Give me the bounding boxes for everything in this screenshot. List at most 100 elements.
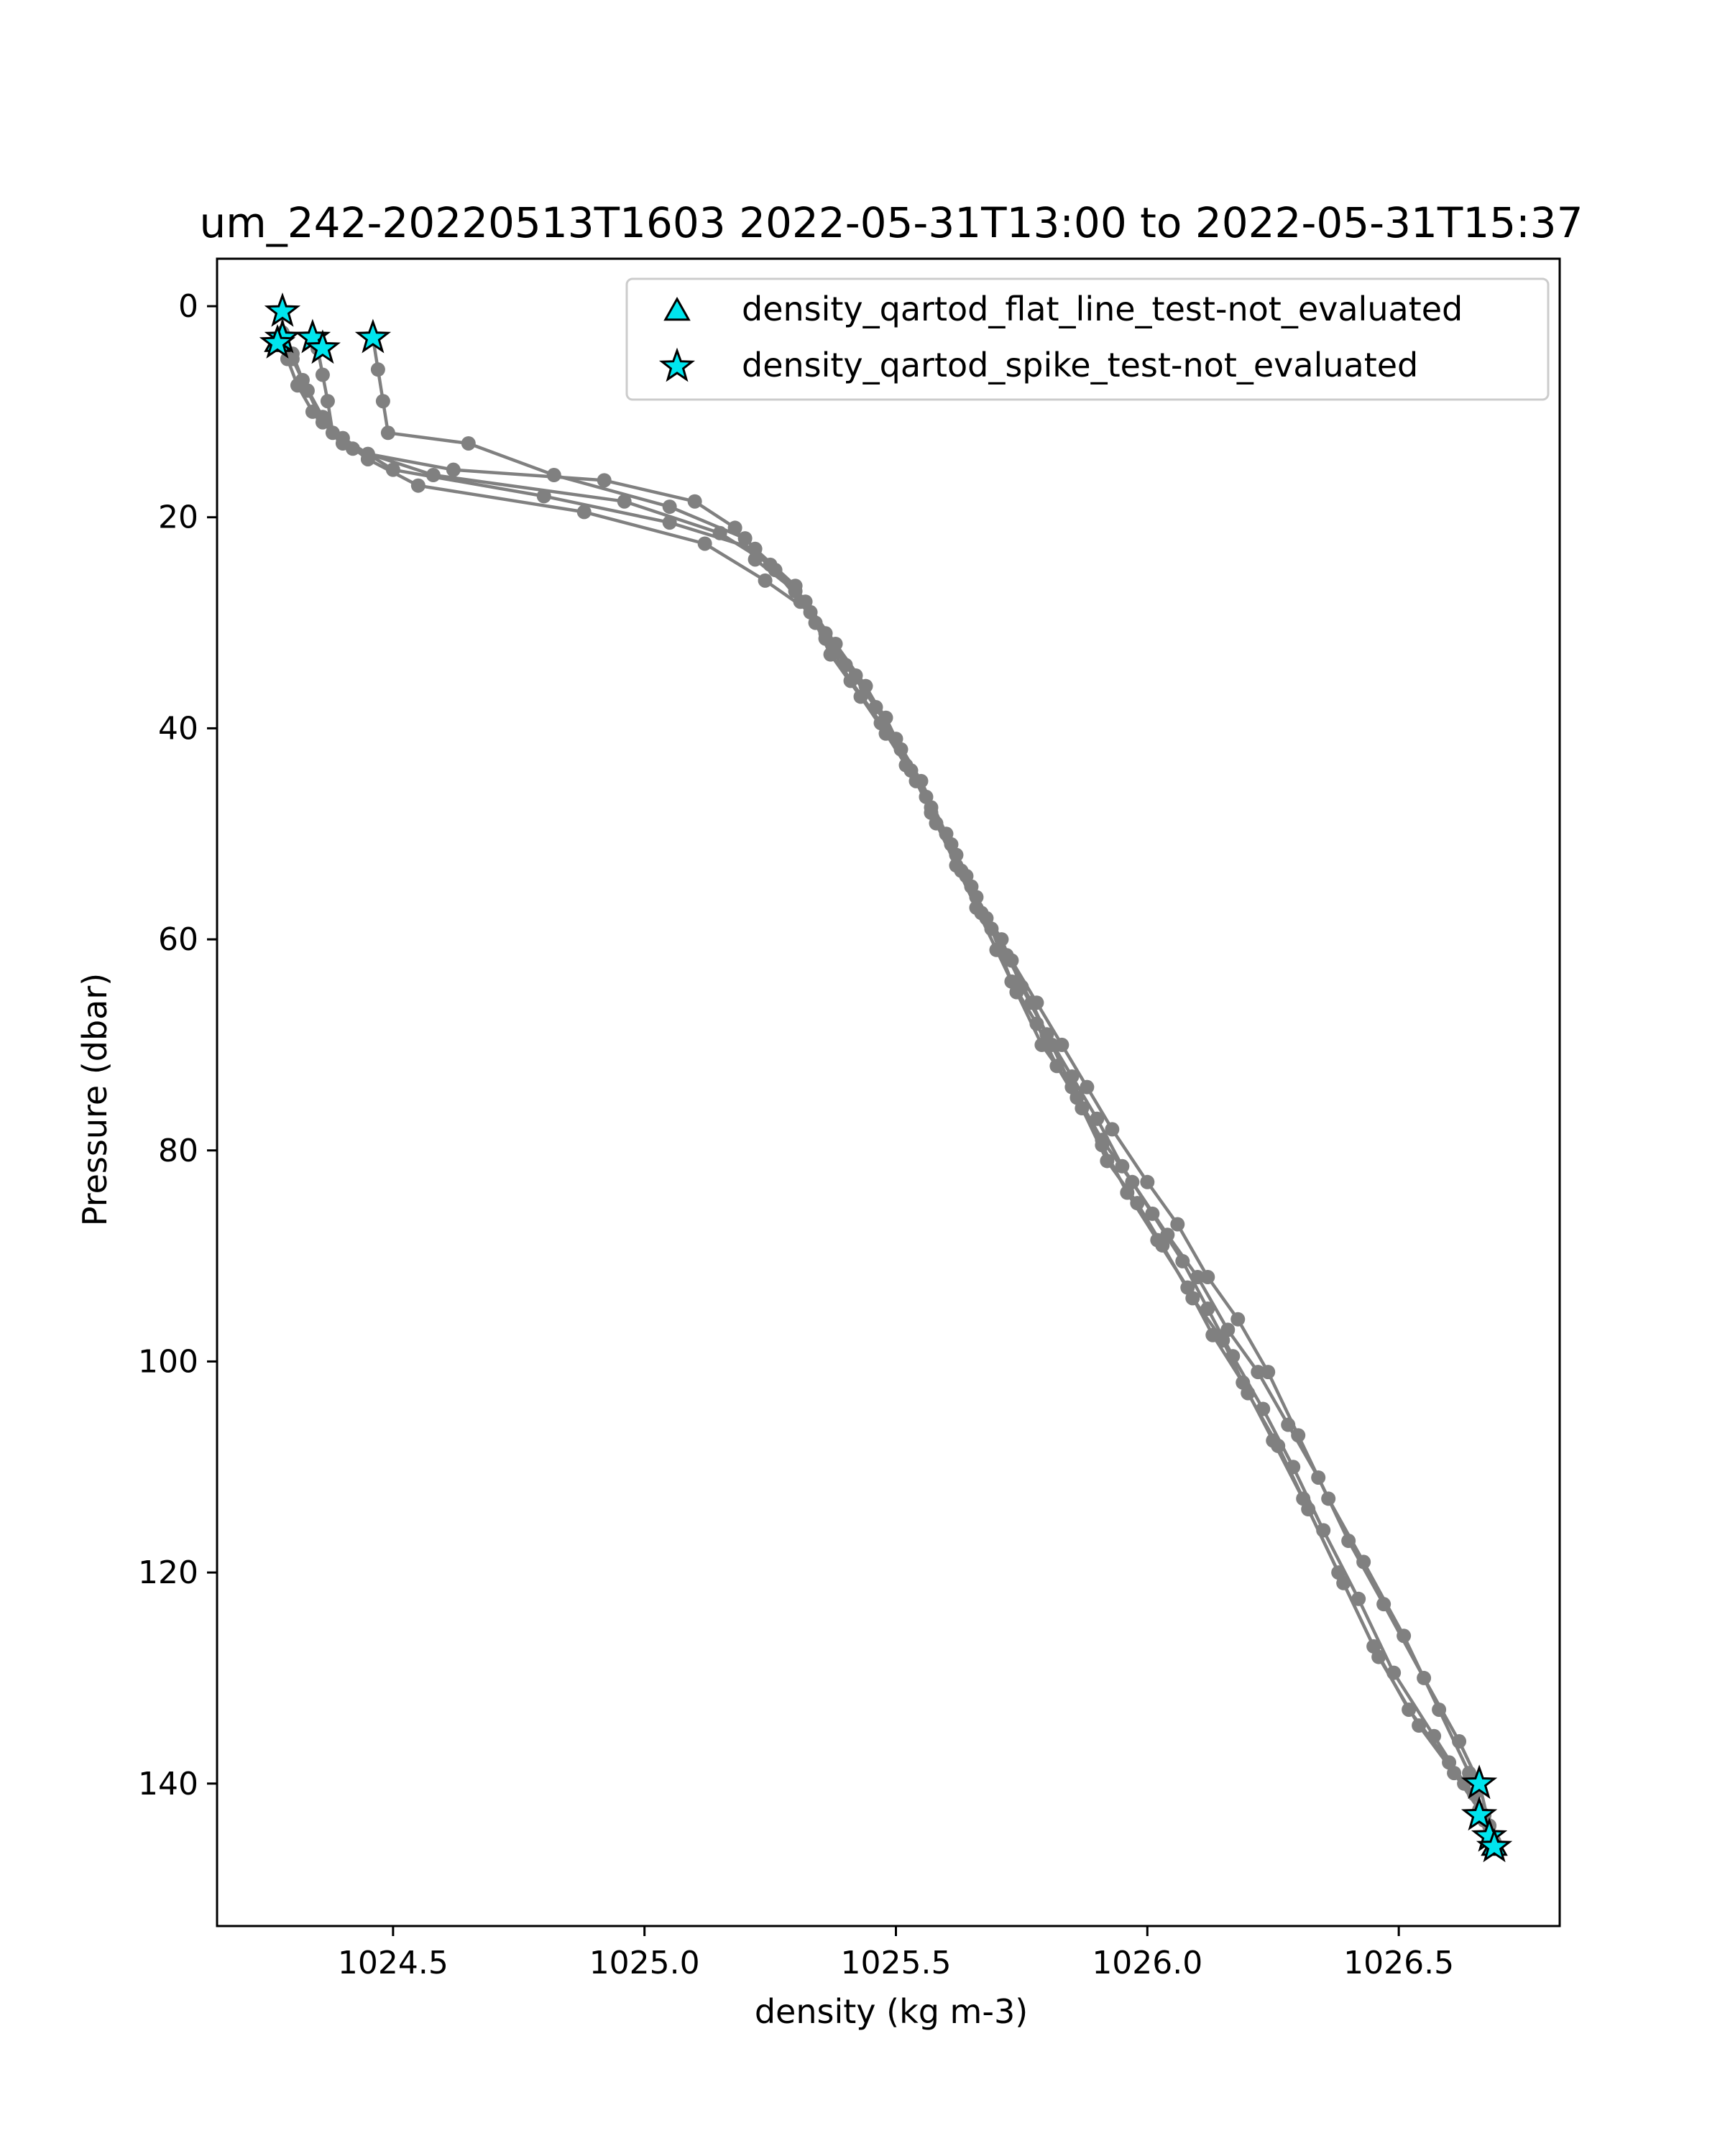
profile-point bbox=[737, 531, 753, 546]
profile-point bbox=[1140, 1174, 1155, 1189]
profile-point bbox=[315, 410, 330, 425]
profile-point bbox=[375, 394, 390, 409]
profile-point bbox=[320, 394, 335, 409]
profile-point bbox=[1105, 1122, 1120, 1137]
profile-point bbox=[1090, 1111, 1105, 1126]
y-axis-label: Pressure (dbar) bbox=[75, 973, 114, 1226]
profile-point bbox=[873, 716, 888, 731]
profile-point bbox=[898, 757, 914, 773]
spike-flag-marker bbox=[259, 324, 296, 359]
legend-label: density_qartod_spike_test-not_evaluated bbox=[742, 346, 1418, 384]
profile-point bbox=[969, 890, 984, 905]
profile-point bbox=[793, 594, 808, 609]
profile-point bbox=[1286, 1460, 1301, 1475]
profile-point bbox=[1371, 1649, 1386, 1664]
profile-point bbox=[843, 673, 858, 688]
profile-point bbox=[576, 505, 592, 520]
legend-label: density_qartod_flat_line_test-not_evalua… bbox=[742, 290, 1463, 328]
profile-point bbox=[687, 494, 702, 509]
profile-point bbox=[1356, 1554, 1371, 1570]
profile-point bbox=[1447, 1766, 1462, 1781]
profile-point bbox=[536, 489, 551, 504]
profile-point bbox=[1351, 1591, 1366, 1606]
profile-point bbox=[1150, 1233, 1165, 1248]
x-tick-label: 1026.5 bbox=[1343, 1945, 1454, 1981]
spike-flag-marker bbox=[304, 329, 341, 364]
profile-point bbox=[1225, 1349, 1241, 1364]
profile-point bbox=[410, 478, 426, 493]
profile-point bbox=[1261, 1365, 1276, 1380]
profile-point bbox=[1064, 1069, 1080, 1084]
legend-box bbox=[625, 277, 1550, 401]
y-tick-label: 80 bbox=[158, 1133, 198, 1169]
profile-point bbox=[712, 525, 727, 540]
profile-point bbox=[1014, 980, 1029, 995]
profile-point bbox=[1427, 1728, 1442, 1743]
profile-point bbox=[617, 494, 632, 509]
profile-point bbox=[994, 932, 1009, 947]
plot-area bbox=[259, 292, 1513, 1863]
spike-flag-marker bbox=[1460, 1764, 1498, 1800]
x-tick-label: 1025.5 bbox=[841, 1945, 952, 1981]
spike-flag-marker bbox=[264, 292, 301, 327]
profile-point bbox=[1251, 1365, 1266, 1380]
profile-point bbox=[1095, 1138, 1110, 1153]
profile-point bbox=[380, 425, 395, 441]
legend-triangle-marker bbox=[663, 296, 691, 321]
profile-point bbox=[1115, 1158, 1130, 1174]
y-tick-label: 120 bbox=[138, 1554, 198, 1591]
profile-point bbox=[1316, 1523, 1331, 1538]
profile-point bbox=[597, 473, 612, 488]
profile-point bbox=[315, 367, 330, 382]
x-tick-label: 1026.0 bbox=[1092, 1945, 1202, 1981]
profile-point bbox=[1170, 1217, 1185, 1232]
profile-point bbox=[295, 372, 310, 387]
profile-point bbox=[1145, 1206, 1160, 1221]
profile-point bbox=[1120, 1185, 1135, 1200]
profile-point bbox=[426, 468, 441, 483]
profile-point bbox=[1205, 1327, 1220, 1342]
profile-point bbox=[1039, 1027, 1054, 1042]
profile-point bbox=[662, 499, 677, 515]
y-tick-label: 60 bbox=[158, 921, 198, 958]
profile-point bbox=[1397, 1628, 1412, 1644]
profile-line-5 bbox=[280, 331, 1496, 1848]
profile-point bbox=[949, 847, 964, 862]
spike-flag-marker bbox=[354, 318, 392, 354]
profile-point bbox=[1180, 1280, 1195, 1295]
profile-point bbox=[1386, 1665, 1402, 1680]
profile-point bbox=[1432, 1702, 1447, 1717]
y-tick-label: 0 bbox=[178, 288, 198, 325]
profile-point bbox=[1080, 1079, 1095, 1095]
profile-point bbox=[1321, 1491, 1336, 1506]
profile-point bbox=[1230, 1312, 1246, 1327]
profile-point bbox=[461, 436, 476, 451]
profile-point bbox=[546, 468, 561, 483]
legend: density_qartod_flat_line_test-not_evalua… bbox=[625, 277, 1550, 401]
profile-point bbox=[1054, 1037, 1070, 1052]
profile-point bbox=[1200, 1269, 1215, 1284]
profile-point bbox=[345, 441, 360, 456]
x-axis-label: density (kg m-3) bbox=[755, 1992, 1028, 2031]
y-tick-label: 140 bbox=[138, 1766, 198, 1802]
axes: 1024.5 1025.0 1025.5 1026.0 1026.5 0 20 40 60 80 1… bbox=[138, 257, 1561, 1981]
profile-point bbox=[924, 800, 939, 815]
profile-point bbox=[1200, 1302, 1215, 1317]
profile-point bbox=[763, 557, 778, 572]
spike-flag-marker bbox=[1476, 1828, 1513, 1863]
profile-point bbox=[1256, 1401, 1271, 1416]
x-tick-label: 1024.5 bbox=[338, 1945, 448, 1981]
y-tick-label: 100 bbox=[138, 1343, 198, 1380]
x-tick-label: 1025.0 bbox=[589, 1945, 700, 1981]
chart-title: um_242-20220513T1603 2022-05-31T13:00 to… bbox=[200, 198, 1583, 247]
profile-point bbox=[758, 573, 773, 588]
legend-star-marker bbox=[658, 347, 696, 382]
profile-point bbox=[1130, 1196, 1145, 1211]
profile-point bbox=[1412, 1718, 1427, 1733]
profile-point bbox=[1291, 1428, 1306, 1443]
spike-flag-marker bbox=[1460, 1796, 1498, 1831]
y-tick-label: 20 bbox=[158, 499, 198, 536]
profile-point bbox=[697, 536, 712, 551]
y-tick-label: 40 bbox=[158, 710, 198, 747]
